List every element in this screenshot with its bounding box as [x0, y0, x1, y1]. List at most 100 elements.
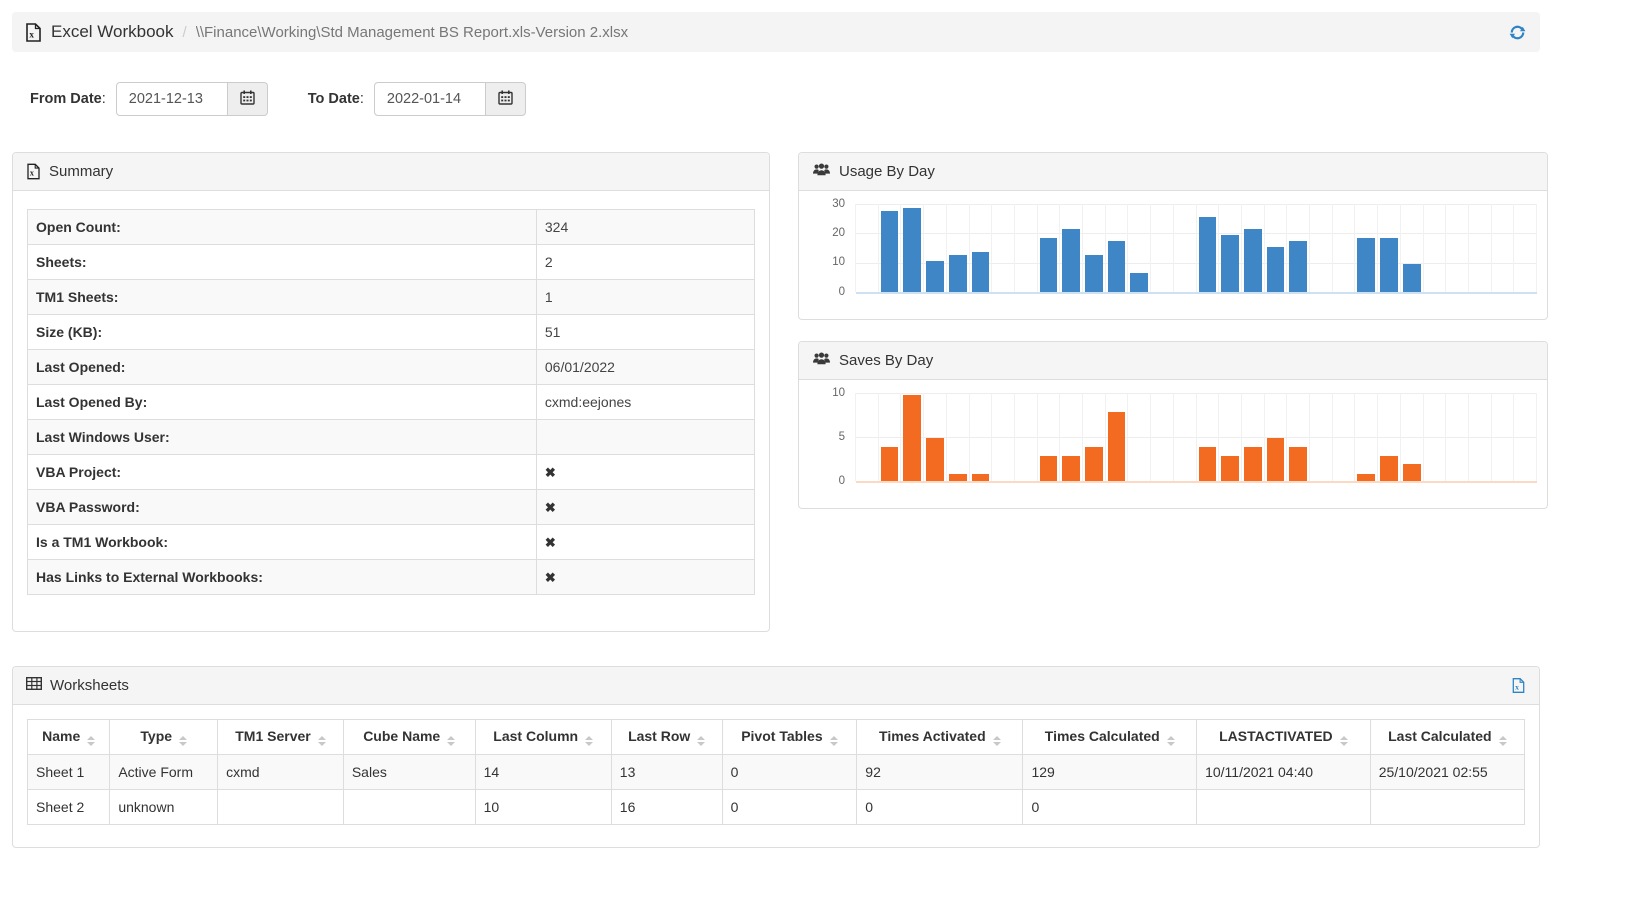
- chart-day-slot: [1265, 204, 1288, 292]
- no-cross-icon: ✖: [544, 569, 556, 585]
- chart-day-slot: [970, 393, 993, 481]
- summary-label: Last Opened:: [27, 349, 537, 385]
- chart-day-slot: [1514, 393, 1538, 481]
- table-cell: 92: [856, 754, 1024, 790]
- chart-day-slot: [1401, 204, 1424, 292]
- column-header-label: Name: [42, 728, 81, 744]
- chart-day-slot: [1242, 204, 1265, 292]
- export-excel-icon[interactable]: x: [1512, 678, 1525, 693]
- column-header-label: Last Calculated: [1388, 728, 1492, 744]
- chart-day-slot: [879, 393, 902, 481]
- sort-icon: [829, 736, 838, 746]
- column-header-type[interactable]: Type: [109, 719, 219, 755]
- chart-day-slot: [1378, 393, 1401, 481]
- chart-day-slot: [856, 204, 879, 292]
- table-cell: 0: [721, 789, 858, 825]
- excel-file-icon: x: [27, 163, 40, 180]
- y-axis-tick: 0: [838, 474, 845, 487]
- y-axis-tick: 30: [832, 197, 845, 210]
- bar: [1266, 246, 1285, 292]
- bar: [1130, 272, 1149, 292]
- summary-row: Size (KB): 51: [27, 314, 756, 350]
- saves-chart-title: Saves By Day: [839, 352, 934, 369]
- bar: [1085, 255, 1103, 292]
- y-axis-tick: 20: [832, 226, 845, 239]
- table-cell: 10: [474, 789, 612, 825]
- column-header-cube-name[interactable]: Cube Name: [342, 719, 476, 755]
- to-date-group: [373, 82, 526, 116]
- saves-chart: 0 5 10: [799, 380, 1547, 508]
- column-header-tm1-server[interactable]: TM1 Server: [217, 719, 344, 755]
- bar: [1221, 456, 1239, 481]
- summary-value: ✖: [535, 454, 756, 490]
- summary-panel-header: x Summary: [13, 153, 769, 191]
- sort-icon: [179, 736, 188, 746]
- to-date-calendar-button[interactable]: [485, 82, 526, 116]
- chart-day-slot: [1469, 204, 1492, 292]
- usage-panel-header: Usage By Day: [799, 153, 1547, 191]
- chart-day-slot: [1446, 393, 1469, 481]
- column-header-times-calculated[interactable]: Times Calculated: [1022, 719, 1198, 755]
- summary-row: Last Opened By: cxmd:eejones: [27, 384, 756, 420]
- chart-day-slot: [947, 204, 970, 292]
- bar: [1198, 217, 1217, 292]
- table-cell: [1196, 789, 1371, 825]
- table-cell: Active Form: [109, 754, 219, 790]
- saves-panel-header: Saves By Day: [799, 342, 1547, 380]
- chart-day-slot: [1424, 204, 1447, 292]
- bar: [1039, 456, 1058, 481]
- column-header-lastactivated[interactable]: LASTACTIVATED: [1196, 719, 1371, 755]
- summary-row: VBA Project: ✖: [27, 454, 756, 490]
- sort-icon: [992, 736, 1001, 746]
- no-cross-icon: ✖: [544, 534, 556, 550]
- table-cell: 16: [610, 789, 723, 825]
- chart-day-slot: [1378, 204, 1401, 292]
- column-header-last-calculated[interactable]: Last Calculated: [1369, 719, 1526, 755]
- bar: [1107, 412, 1126, 481]
- chart-day-slot: [1151, 393, 1174, 481]
- no-cross-icon: ✖: [544, 464, 556, 480]
- column-header-name[interactable]: Name: [26, 719, 111, 755]
- y-axis-tick: 10: [832, 255, 845, 268]
- summary-row: Has Links to External Workbooks: ✖: [27, 559, 756, 595]
- summary-value: 06/01/2022: [535, 349, 756, 385]
- column-header-pivot-tables[interactable]: Pivot Tables: [721, 719, 858, 755]
- from-date-group: [115, 82, 268, 116]
- from-date-calendar-button[interactable]: [227, 82, 268, 116]
- chart-day-slot: [947, 393, 970, 481]
- summary-row: Is a TM1 Workbook: ✖: [27, 524, 756, 560]
- column-header-label: LASTACTIVATED: [1219, 728, 1333, 744]
- chart-day-slot: [1174, 204, 1197, 292]
- bar: [1357, 237, 1376, 292]
- from-date-input[interactable]: [115, 82, 228, 116]
- summary-label: Has Links to External Workbooks:: [27, 559, 537, 595]
- chart-day-slot: [1469, 393, 1492, 481]
- usage-plot-area: [855, 204, 1538, 294]
- column-header-times-activated[interactable]: Times Activated: [856, 719, 1024, 755]
- y-axis-tick: 10: [832, 386, 845, 399]
- svg-text:x: x: [30, 169, 34, 178]
- chart-day-slot: [1287, 204, 1311, 292]
- refresh-icon[interactable]: [1509, 24, 1526, 41]
- to-date-input[interactable]: [373, 82, 486, 116]
- bar: [971, 252, 990, 292]
- table-cell: cxmd: [217, 754, 344, 790]
- bar: [926, 437, 944, 481]
- chart-day-slot: [901, 393, 925, 481]
- users-icon: [812, 162, 831, 181]
- column-header-label: TM1 Server: [235, 728, 311, 744]
- column-header-label: Times Activated: [879, 728, 986, 744]
- no-cross-icon: ✖: [544, 499, 556, 515]
- chart-day-slot: [1106, 393, 1129, 481]
- table-cell: 129: [1022, 754, 1198, 790]
- column-header-label: Times Calculated: [1044, 728, 1160, 744]
- column-header-last-row[interactable]: Last Row: [610, 719, 723, 755]
- sort-icon: [87, 736, 96, 746]
- worksheets-panel-header: Worksheets x: [13, 667, 1539, 705]
- bar: [1289, 446, 1308, 481]
- svg-text:x: x: [29, 30, 34, 40]
- table-row: Sheet 2 unknown 10 16 0 0 0: [26, 789, 1526, 825]
- column-header-last-column[interactable]: Last Column: [474, 719, 612, 755]
- column-header-label: Last Column: [493, 728, 579, 744]
- bar: [1357, 473, 1376, 481]
